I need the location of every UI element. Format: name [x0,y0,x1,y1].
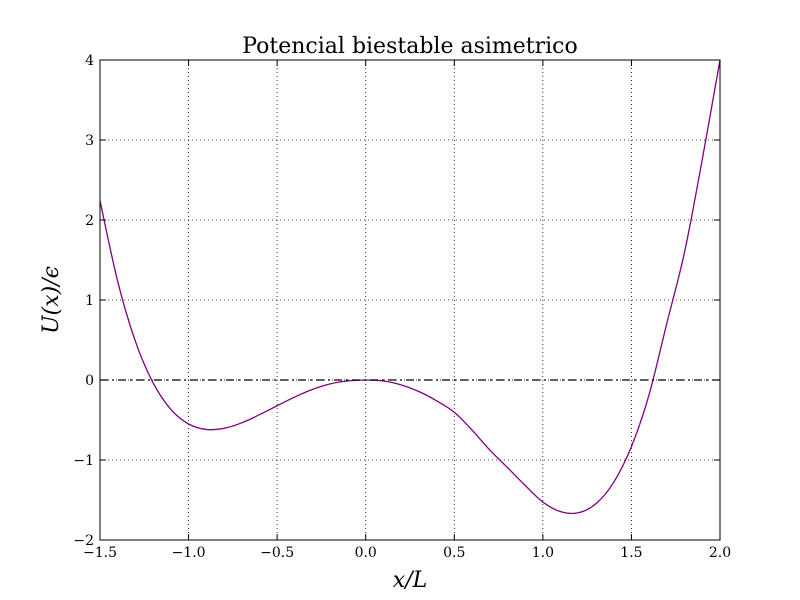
x-tick-label: 0.5 [443,545,465,561]
y-axis-label: U(x)/ϵ [39,266,64,334]
series-group [99,59,721,515]
y-tick-label: 3 [85,133,94,149]
x-tick-label: −1.5 [83,545,117,561]
y-tick-label: 1 [85,293,94,309]
y-tick-label: 4 [85,53,94,69]
y-tick-label: 0 [85,373,94,389]
x-tick-label: 1.0 [532,545,554,561]
y-tick-label: 2 [85,213,94,229]
x-tick-label: −1.0 [172,545,206,561]
y-tick-label: −1 [73,453,94,469]
x-tick-label: 0.0 [355,545,377,561]
potential-curve [99,59,721,515]
y-tick-label: −2 [73,533,94,549]
grid [100,60,720,540]
x-axis-label: x/L [393,568,427,593]
ticks: −1.5 −1.0 −0.5 0.0 0.5 1.0 1.5 2.0 −2 −1 0 1 2 3 4 [73,53,731,561]
chart-title: Potencial biestable asimetrico [242,34,578,59]
x-tick-label: 2.0 [709,545,731,561]
x-tick-label: 1.5 [620,545,642,561]
x-tick-label: −0.5 [260,545,294,561]
